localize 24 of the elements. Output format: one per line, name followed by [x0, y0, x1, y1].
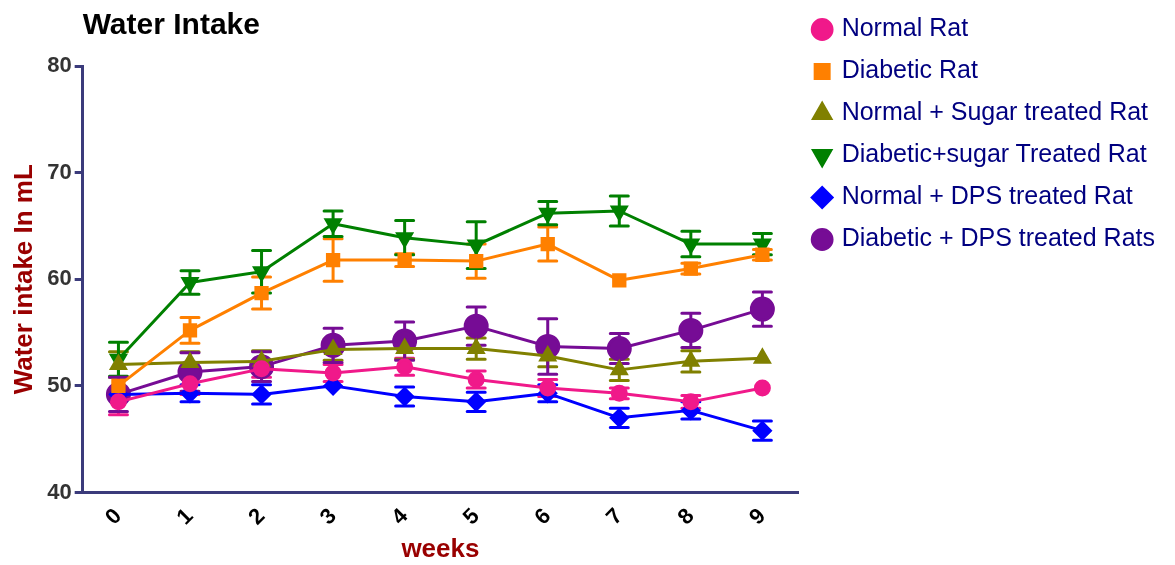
y-tick-label: 80	[47, 52, 72, 78]
y-tick-label: 40	[47, 478, 72, 504]
y-tick-label: 70	[47, 158, 72, 184]
x-tick-label: 5	[457, 502, 485, 530]
x-tick-label: 3	[314, 502, 341, 530]
legend-label: Diabetic Rat	[841, 55, 978, 84]
x-tick-label: 2	[243, 502, 270, 530]
x-tick-label: 0	[99, 502, 127, 530]
x-tick-label: 4	[386, 502, 413, 530]
x-tick-label: 6	[529, 502, 556, 530]
x-axis-title: weeks	[400, 532, 480, 563]
y-axis-title: Water intake In mL	[7, 164, 38, 395]
legend-label: Normal + Sugar treated Rat	[841, 97, 1149, 126]
legend-label: Normal + DPS treated Rat	[841, 181, 1133, 210]
legend-label: Diabetic+sugar Treated Rat	[841, 139, 1147, 168]
x-tick-label: 9	[743, 502, 771, 530]
chart-title: Water Intake	[82, 7, 260, 41]
x-tick-label: 8	[672, 502, 699, 530]
y-tick-label: 50	[47, 371, 72, 397]
x-tick-label: 1	[171, 502, 198, 530]
legend-label: Diabetic + DPS treated Rats	[841, 223, 1155, 252]
legend-label: Normal Rat	[841, 13, 969, 42]
x-tick-label: 7	[600, 502, 628, 530]
y-tick-label: 60	[47, 265, 72, 291]
